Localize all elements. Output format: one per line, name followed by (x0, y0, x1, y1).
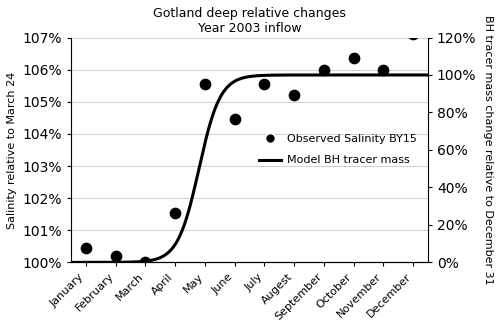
Point (320, 67, 328, 72)
Point (380, 67, 388, 72)
Title: Gotland deep relative changes
Year 2003 inflow: Gotland deep relative changes Year 2003 … (153, 7, 346, 35)
Legend: Observed Salinity BY15, Model BH tracer mass: Observed Salinity BY15, Model BH tracer … (254, 129, 422, 171)
Y-axis label: BH tracer mass change relative to December 31: BH tracer mass change relative to Decemb… (483, 15, 493, 285)
Point (142, 260, 150, 265)
Y-axis label: Salinity relative to March 24: Salinity relative to March 24 (7, 71, 17, 229)
Point (171, 210, 179, 215)
Point (350, 56, 358, 61)
Point (290, 93, 298, 98)
Point (82, 245, 90, 251)
Point (112, 253, 120, 259)
Point (230, 117, 238, 122)
Point (260, 82, 268, 87)
Point (201, 82, 209, 87)
Point (409, 32, 417, 37)
